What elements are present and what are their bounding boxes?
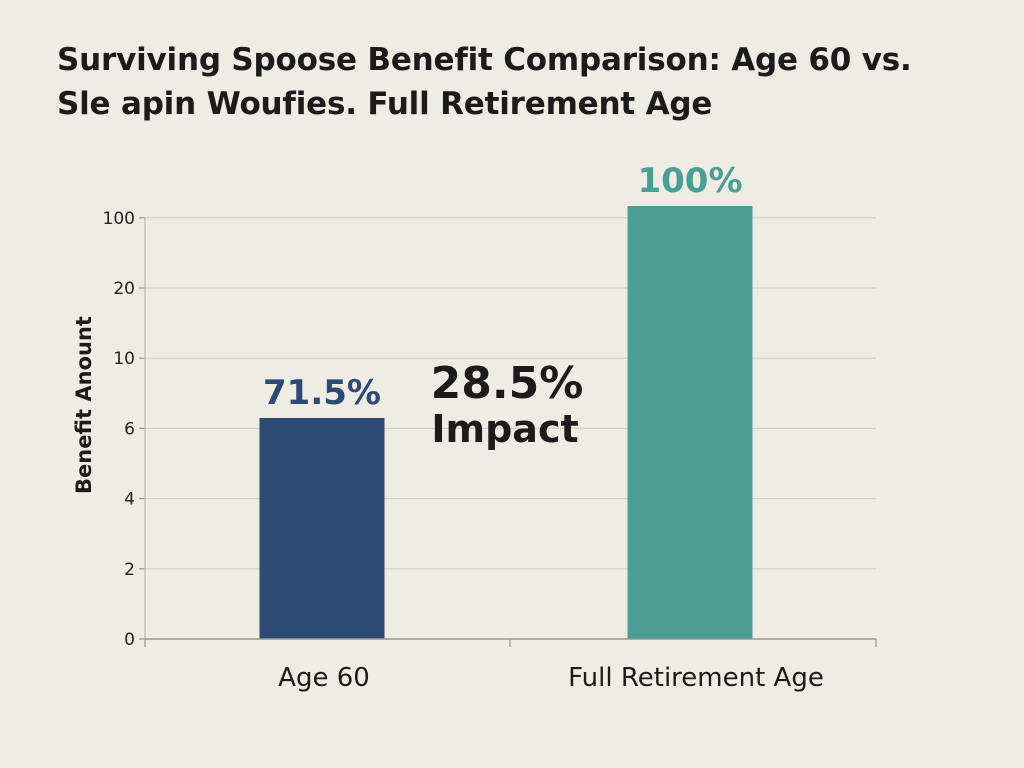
y-tick-label: 0 [124, 630, 135, 650]
bar-2 [627, 206, 753, 639]
annotation-text: Impact [431, 407, 578, 451]
y-tick-labels: 0 2 4 6 10 20 100 [103, 209, 135, 650]
x-category-label: Age 60 [278, 663, 370, 693]
y-tick-label: 6 [124, 419, 135, 439]
x-category-label: Full Retirement Age [568, 663, 824, 693]
chart-title-line-2: Sle apin Woufies. Full Retirement Age [57, 86, 713, 122]
bar-value-label: 100% [637, 161, 742, 201]
y-tick-label: 100 [103, 209, 135, 229]
annotation-value: 28.5% [431, 358, 584, 409]
bar-value-label: 71.5% [263, 373, 381, 413]
y-tick-label: 4 [124, 490, 135, 510]
y-tick-label: 2 [124, 560, 135, 580]
y-tick-label: 20 [113, 279, 135, 299]
bars: 71.5% Age 60 100% Full Retirement Age [259, 161, 824, 693]
axes [144, 218, 877, 647]
bar-1 [259, 418, 385, 639]
y-tick-label: 10 [113, 349, 135, 369]
chart-title-line-1: Surviving Spoose Benefit Comparison: Age… [57, 42, 912, 78]
y-axis-label: Benefit Anount [72, 316, 96, 494]
